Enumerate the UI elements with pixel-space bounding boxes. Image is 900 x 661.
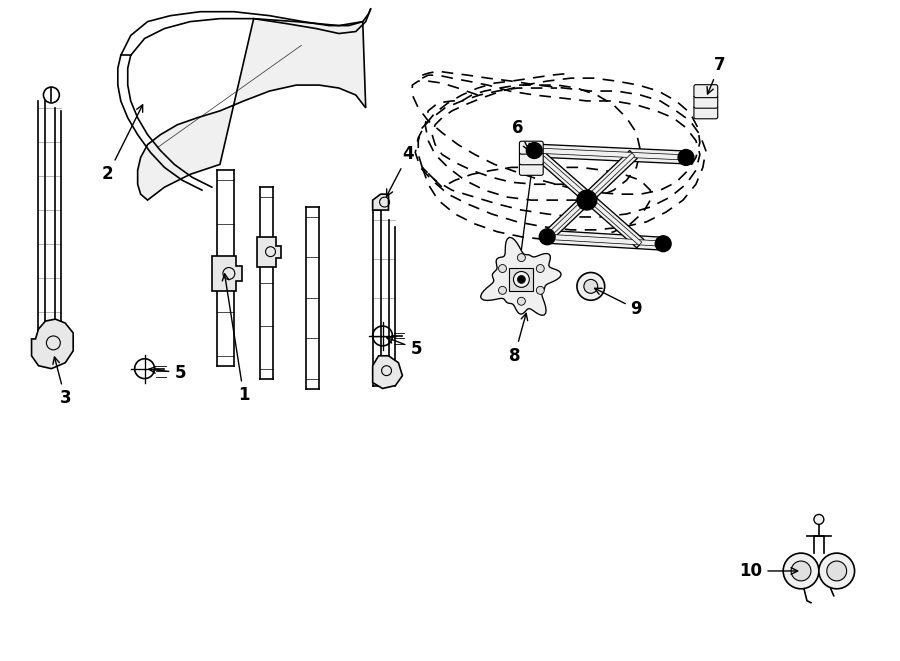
Circle shape bbox=[499, 286, 507, 294]
Circle shape bbox=[783, 553, 819, 589]
Circle shape bbox=[526, 143, 542, 159]
Text: 10: 10 bbox=[740, 562, 797, 580]
FancyBboxPatch shape bbox=[694, 95, 717, 108]
Circle shape bbox=[819, 553, 855, 589]
Text: 9: 9 bbox=[595, 288, 642, 318]
Text: 2: 2 bbox=[102, 105, 143, 183]
Circle shape bbox=[814, 514, 824, 524]
Polygon shape bbox=[481, 237, 561, 315]
Circle shape bbox=[518, 254, 526, 262]
Circle shape bbox=[659, 240, 667, 248]
Polygon shape bbox=[531, 147, 644, 248]
Circle shape bbox=[539, 229, 555, 245]
Polygon shape bbox=[212, 256, 242, 292]
Circle shape bbox=[536, 286, 544, 294]
Polygon shape bbox=[535, 148, 686, 160]
Circle shape bbox=[827, 561, 847, 581]
Text: 4: 4 bbox=[387, 145, 414, 196]
Text: 8: 8 bbox=[508, 313, 527, 365]
Circle shape bbox=[577, 190, 597, 210]
Circle shape bbox=[791, 561, 811, 581]
Circle shape bbox=[499, 264, 507, 272]
Polygon shape bbox=[138, 19, 365, 200]
Circle shape bbox=[582, 195, 592, 205]
Text: 6: 6 bbox=[512, 119, 529, 151]
Polygon shape bbox=[373, 356, 402, 389]
Circle shape bbox=[514, 272, 529, 288]
Polygon shape bbox=[545, 153, 635, 239]
FancyBboxPatch shape bbox=[519, 163, 544, 175]
Circle shape bbox=[655, 236, 671, 252]
Polygon shape bbox=[544, 151, 637, 241]
Polygon shape bbox=[509, 268, 534, 292]
Circle shape bbox=[530, 147, 538, 155]
Text: 5: 5 bbox=[148, 364, 185, 381]
Text: 3: 3 bbox=[53, 357, 71, 407]
Circle shape bbox=[536, 264, 544, 272]
Polygon shape bbox=[32, 319, 73, 369]
Polygon shape bbox=[547, 234, 663, 247]
Circle shape bbox=[682, 153, 690, 161]
FancyBboxPatch shape bbox=[694, 85, 717, 98]
Polygon shape bbox=[547, 231, 663, 250]
Circle shape bbox=[577, 272, 605, 300]
FancyBboxPatch shape bbox=[519, 141, 544, 154]
Polygon shape bbox=[534, 144, 687, 164]
FancyBboxPatch shape bbox=[519, 152, 544, 165]
Text: 7: 7 bbox=[707, 56, 725, 94]
Circle shape bbox=[544, 233, 551, 241]
Polygon shape bbox=[256, 237, 282, 266]
Circle shape bbox=[678, 149, 694, 165]
FancyBboxPatch shape bbox=[694, 106, 717, 119]
Text: 1: 1 bbox=[222, 274, 249, 405]
Polygon shape bbox=[533, 149, 642, 245]
Text: 5: 5 bbox=[387, 337, 422, 358]
Circle shape bbox=[584, 280, 598, 293]
Circle shape bbox=[518, 297, 526, 305]
Polygon shape bbox=[373, 194, 389, 210]
Circle shape bbox=[518, 276, 526, 284]
